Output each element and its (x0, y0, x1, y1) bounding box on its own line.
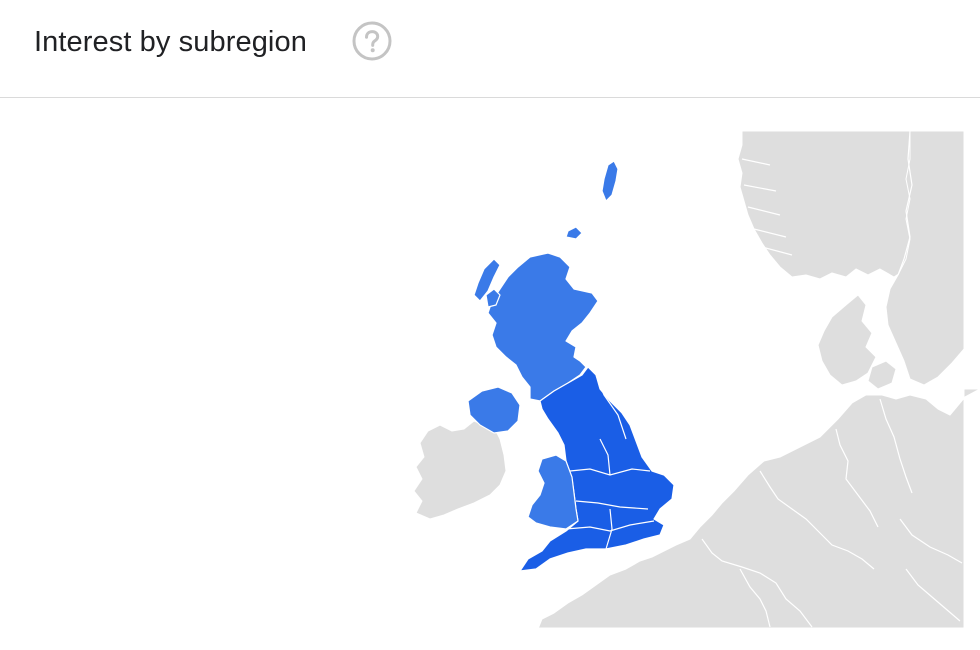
card-title: Interest by subregion (34, 26, 307, 58)
outer-hebrides (473, 258, 501, 302)
country-sweden (885, 130, 965, 386)
subregion-northern-ireland (467, 386, 521, 434)
border-norway-sweden (897, 130, 913, 276)
island-skye (485, 288, 501, 308)
england-internal-borders (565, 374, 655, 550)
borders-continent (701, 398, 963, 628)
subregion-wales (527, 454, 579, 530)
subregion-map (0, 99, 980, 650)
shetland-islands (601, 160, 619, 202)
norway-fjords (741, 158, 793, 256)
country-denmark (817, 294, 877, 386)
island-zealand (867, 360, 897, 390)
country-ireland (413, 420, 507, 520)
continent-europe (535, 388, 980, 630)
help-circle-icon[interactable] (352, 21, 392, 61)
orkney-islands (565, 226, 583, 240)
map-canvas (413, 130, 980, 630)
card-header: Interest by subregion (0, 0, 980, 98)
